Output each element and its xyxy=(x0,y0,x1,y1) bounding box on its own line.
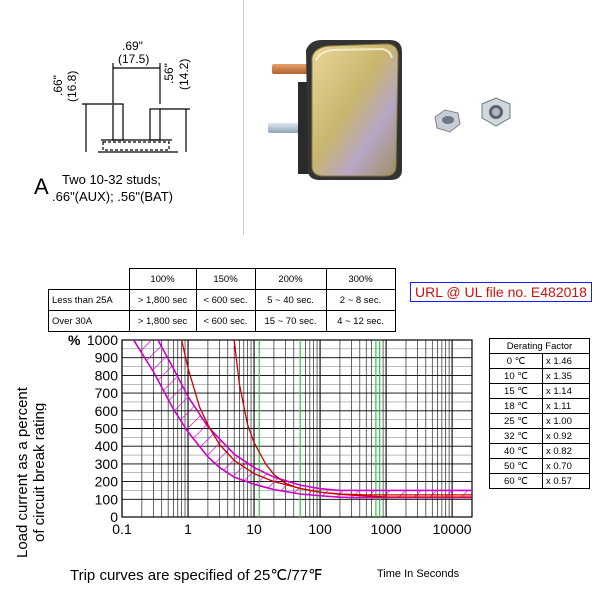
y-axis-label-line2: of circuit break rating xyxy=(31,403,46,542)
plot-frame xyxy=(121,339,473,518)
y-axis-label-line1: Load current as a percent xyxy=(14,386,31,558)
hatch-band xyxy=(132,340,472,499)
table-header-row: 100% 150% 200% 300% xyxy=(48,268,396,290)
table-row: 40 ℃ x 0.82 xyxy=(489,443,590,459)
x-axis-label: Time In Seconds xyxy=(377,568,460,580)
chart-caption: Trip curves are specified of 25℃/77℉ xyxy=(70,567,323,584)
derate-factor: x 0.70 xyxy=(542,458,590,474)
trip-time-table: 100% 150% 200% 300% Less than 25A > 1,80… xyxy=(48,268,396,332)
derate-factor: x 1.35 xyxy=(542,368,590,384)
y-tick-label: 400 xyxy=(95,438,119,454)
height-inch-label: .66" xyxy=(51,75,65,96)
y-tick-label: 200 xyxy=(95,474,119,490)
x-tick-label: 10 xyxy=(246,521,262,537)
derating-title: Derating Factor xyxy=(489,338,590,354)
table-row: 15 ℃ x 1.14 xyxy=(489,383,590,399)
table-cell: 2 ~ 8 sec. xyxy=(325,289,396,311)
dimension-drawing: .69" (17.5) .66" (16.8) .56" (14.2) A Tw… xyxy=(0,0,240,235)
table-cell: < 600 sec. xyxy=(195,289,256,311)
derate-factor: x 0.92 xyxy=(542,428,590,444)
y-tick-label: 0 xyxy=(110,509,118,525)
table-cell: > 1,800 sec xyxy=(128,289,197,311)
x-tick-label: 100 xyxy=(308,521,332,537)
stud-inch-label: .56" xyxy=(162,63,176,84)
table-header-cell: 200% xyxy=(254,268,327,290)
derate-temp: 25 ℃ xyxy=(489,413,543,429)
table-row: 25 ℃ x 1.00 xyxy=(489,413,590,429)
derate-factor: x 1.11 xyxy=(542,398,590,414)
hatch-fill xyxy=(133,340,472,498)
nut-1 xyxy=(434,109,461,133)
table-row: Less than 25A > 1,800 sec < 600 sec. 5 ~… xyxy=(48,289,396,311)
table-row: Over 30A > 1,800 sec < 600 sec. 15 ~ 70 … xyxy=(48,310,396,332)
ul-file-link[interactable]: URL @ UL file no. E482018 xyxy=(410,282,592,302)
red-trip-curve xyxy=(233,340,472,496)
stud-caption-line2: .66"(AUX); .56"(BAT) xyxy=(52,189,173,204)
table-row: 0 ℃ x 1.46 xyxy=(489,353,590,369)
derate-factor: x 1.00 xyxy=(542,413,590,429)
table-row: 18 ℃ x 1.11 xyxy=(489,398,590,414)
red-trip-curve xyxy=(180,340,472,498)
derating-table: Derating Factor 0 ℃ x 1.46 10 ℃ x 1.35 15 … xyxy=(489,338,590,489)
derate-factor: x 0.57 xyxy=(542,473,590,489)
y-tick-label: 600 xyxy=(95,403,119,419)
stud-outline-drawing xyxy=(82,63,190,153)
width-inch-label: .69" xyxy=(122,39,143,53)
derate-factor: x 0.82 xyxy=(542,443,590,459)
x-tick-label: 1000 xyxy=(371,521,402,537)
derate-temp: 15 ℃ xyxy=(489,383,543,399)
breaker-body xyxy=(268,40,402,180)
trip-band-upper-curve xyxy=(157,340,472,492)
y-tick-label: 800 xyxy=(95,367,119,383)
derate-temp: 40 ℃ xyxy=(489,443,543,459)
y-tick-label: 900 xyxy=(95,350,119,366)
derate-factor: x 1.14 xyxy=(542,383,590,399)
breaker-photo xyxy=(268,40,511,180)
table-row: 32 ℃ x 0.92 xyxy=(489,428,590,444)
variant-letter: A xyxy=(34,174,49,199)
table-cell: Less than 25A xyxy=(48,289,130,311)
derate-temp: 60 ℃ xyxy=(489,473,543,489)
nut-2 xyxy=(481,97,511,127)
derate-temp: 32 ℃ xyxy=(489,428,543,444)
table-header-cell: 300% xyxy=(325,268,396,290)
table-row: 50 ℃ x 0.70 xyxy=(489,458,590,474)
y-tick-label: 1000 xyxy=(87,332,118,348)
derate-temp: 0 ℃ xyxy=(489,353,543,369)
table-cell: 5 ~ 40 sec. xyxy=(254,289,327,311)
red-curves xyxy=(180,340,472,498)
table-header-cell xyxy=(48,268,130,290)
y-tick-label: 100 xyxy=(95,491,119,507)
table-row: 10 ℃ x 1.35 xyxy=(489,368,590,384)
table-cell: 15 ~ 70 sec. xyxy=(254,310,327,332)
x-tick-label: 0.1 xyxy=(112,521,132,537)
y-axis-label: Load current as a percent of circuit bre… xyxy=(14,386,46,558)
table-header-cell: 150% xyxy=(195,268,256,290)
derate-temp: 18 ℃ xyxy=(489,398,543,414)
table-cell: 4 ~ 12 sec. xyxy=(325,310,396,332)
table-header-cell: 100% xyxy=(128,268,197,290)
y-tick-label: 700 xyxy=(95,385,119,401)
stud-mm-label: (14.2) xyxy=(177,58,191,90)
stud-caption-line1: Two 10-32 studs; xyxy=(62,172,161,187)
derate-temp: 50 ℃ xyxy=(489,458,543,474)
y-unit-label: % xyxy=(68,332,81,348)
height-mm-label: (16.8) xyxy=(65,70,79,102)
y-tick-label: 500 xyxy=(95,421,119,437)
derate-factor: x 1.46 xyxy=(542,353,590,369)
width-mm-label: (17.5) xyxy=(118,52,150,66)
y-tick-label: 300 xyxy=(95,456,119,472)
x-tick-label: 1 xyxy=(184,521,192,537)
x-tick-label: 10000 xyxy=(433,521,472,537)
derate-temp: 10 ℃ xyxy=(489,368,543,384)
divider xyxy=(243,0,244,235)
table-row: 60 ℃ x 0.57 xyxy=(489,473,590,489)
